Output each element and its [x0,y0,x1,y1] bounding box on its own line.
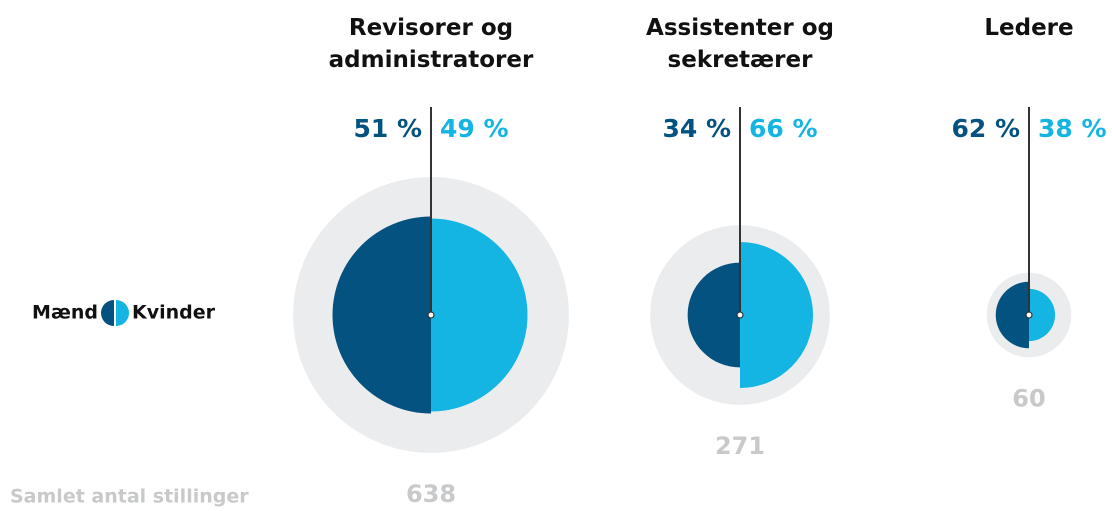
men-half [332,216,431,414]
legend-icon-women [116,300,129,326]
men-half [687,262,740,368]
women-label: 49 % [440,114,509,143]
men-label: 51 % [353,114,422,143]
legend-men: Mænd [32,302,98,324]
women-half [740,241,814,389]
women-label: 66 % [749,114,818,143]
men-half [995,281,1029,349]
total-label: 271 [715,432,765,460]
men-label: 34 % [662,114,731,143]
women-half [431,218,528,412]
legend-icon-men [101,300,114,326]
men-label: 62 % [951,114,1020,143]
pivot-dot [1025,311,1033,319]
group-title: Assistenter og sekretærer [646,15,834,73]
total-label: 638 [406,480,456,508]
pivot-dot [736,311,744,319]
women-half [1029,288,1056,342]
group-title: Revisorer og administratorer [328,15,534,73]
women-label: 38 % [1038,114,1107,143]
total-label: 60 [1012,384,1045,412]
legend-women: Kvinder [132,302,216,324]
group-title: Ledere [984,15,1074,41]
totals-caption: Samlet antal stillinger [10,486,249,508]
pivot-dot [427,311,435,319]
